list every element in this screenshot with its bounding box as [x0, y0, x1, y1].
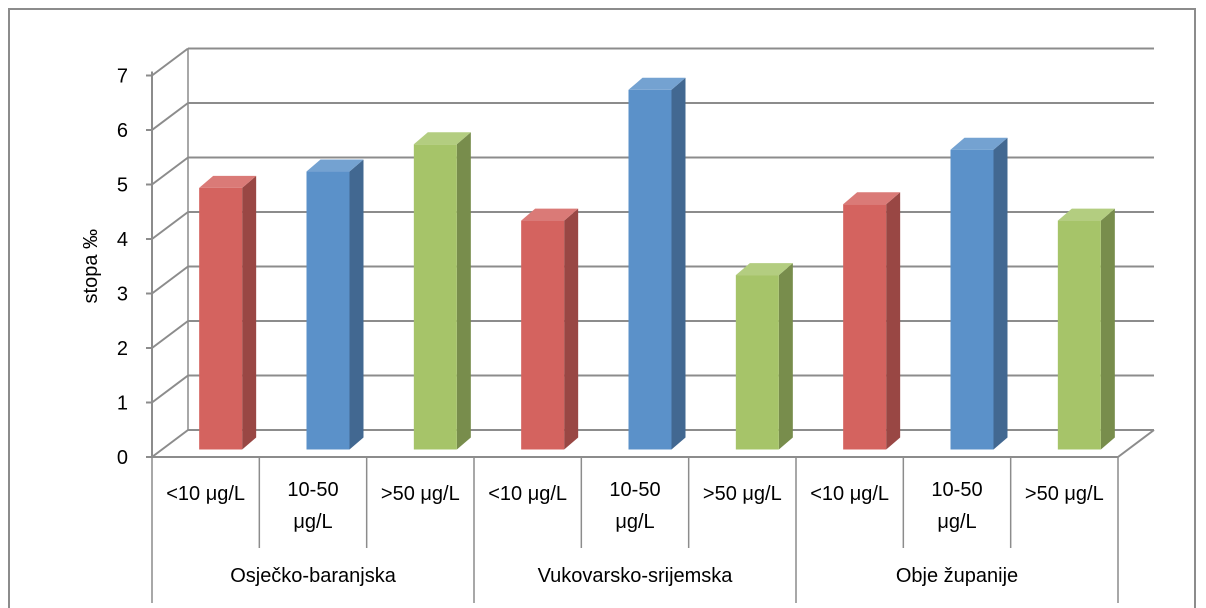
bar-top — [950, 137, 1008, 150]
bar-side — [671, 77, 686, 450]
category-label: <10 μg/L — [488, 483, 567, 505]
bar-side — [564, 208, 579, 450]
bar-top — [735, 263, 793, 276]
bar-top — [199, 175, 257, 188]
bar — [199, 187, 243, 450]
bar-top — [843, 192, 901, 205]
gridline-depth — [151, 156, 189, 186]
category-label: μg/L — [937, 511, 976, 533]
group-label: Obje županije — [896, 565, 1018, 587]
y-tick-label: 6 — [117, 120, 128, 142]
category-label: <10 μg/L — [810, 483, 889, 505]
bar — [843, 204, 887, 450]
bar — [521, 220, 565, 450]
bar-side — [1100, 208, 1115, 450]
gridline-depth — [151, 320, 189, 349]
bar-side — [349, 159, 364, 450]
bar-side — [242, 175, 257, 450]
category-label: μg/L — [293, 511, 332, 533]
bar-side — [456, 132, 471, 450]
category-label: 10-50 — [609, 479, 660, 501]
category-label: >50 μg/L — [381, 483, 460, 505]
gridline-depth — [151, 265, 189, 295]
category-label: <10 μg/L — [166, 483, 245, 505]
gridline-depth — [151, 374, 189, 404]
y-tick-label: 5 — [117, 175, 128, 197]
bar-side — [886, 192, 901, 450]
category-label: >50 μg/L — [703, 483, 782, 505]
bar-top — [413, 132, 471, 145]
bar-top — [521, 208, 579, 221]
y-tick-label: 0 — [117, 447, 128, 469]
y-tick-label: 1 — [117, 393, 128, 415]
gridline-depth — [151, 429, 189, 458]
y-tick-label: 7 — [117, 66, 128, 88]
bar-top — [1057, 208, 1115, 221]
bar — [413, 144, 457, 450]
bar-top — [306, 159, 364, 172]
y-tick-label: 3 — [117, 284, 128, 306]
floor-right-edge — [1117, 429, 1155, 458]
y-tick-label: 4 — [117, 229, 128, 251]
bar — [735, 275, 779, 450]
gridline-depth — [151, 47, 189, 77]
category-label: 10-50 — [931, 479, 982, 501]
bar — [306, 171, 350, 450]
bar-side — [993, 137, 1008, 450]
category-label: 10-50 — [287, 479, 338, 501]
group-label: Osječko-baranjska — [230, 565, 397, 587]
y-axis-label: stopa ‰ — [80, 229, 102, 303]
y-tick-label: 2 — [117, 338, 128, 360]
bar — [628, 89, 672, 450]
group-label: Vukovarsko-srijemska — [538, 565, 734, 587]
gridline-depth — [151, 211, 189, 240]
bar — [1057, 220, 1101, 450]
bar — [950, 149, 994, 450]
gridline-depth — [151, 102, 189, 131]
bar-top — [628, 77, 686, 90]
category-label: μg/L — [615, 511, 654, 533]
bar-side — [778, 263, 793, 450]
category-label: >50 μg/L — [1025, 483, 1104, 505]
